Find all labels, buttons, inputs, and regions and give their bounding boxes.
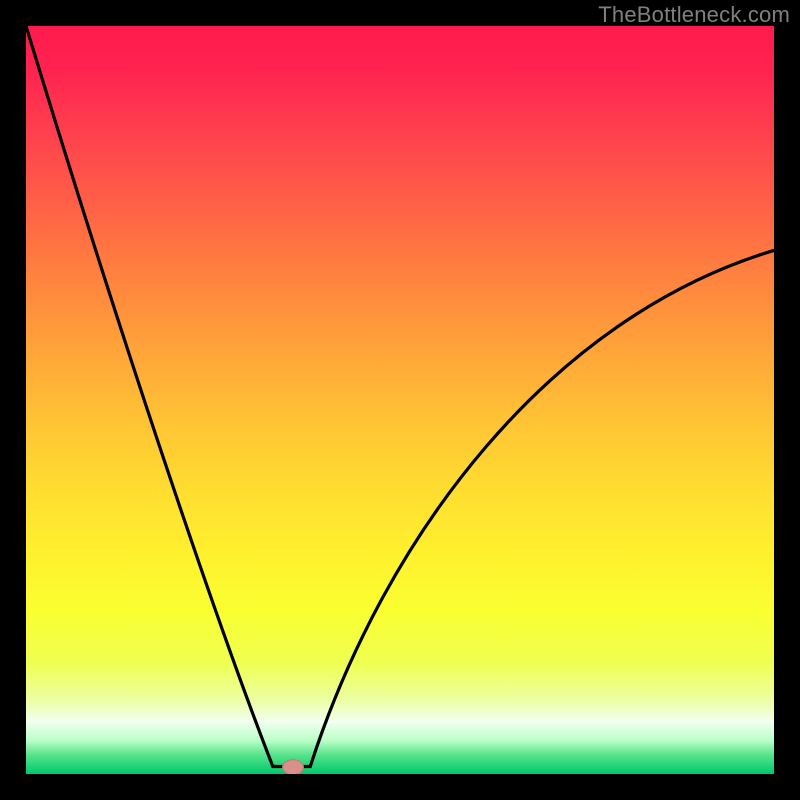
chart-frame: TheBottleneck.com <box>0 0 800 800</box>
watermark-text: TheBottleneck.com <box>598 2 790 28</box>
plot-svg <box>26 26 774 774</box>
gradient-background <box>26 26 774 774</box>
plot-area <box>26 26 774 774</box>
minimum-marker <box>283 760 304 774</box>
